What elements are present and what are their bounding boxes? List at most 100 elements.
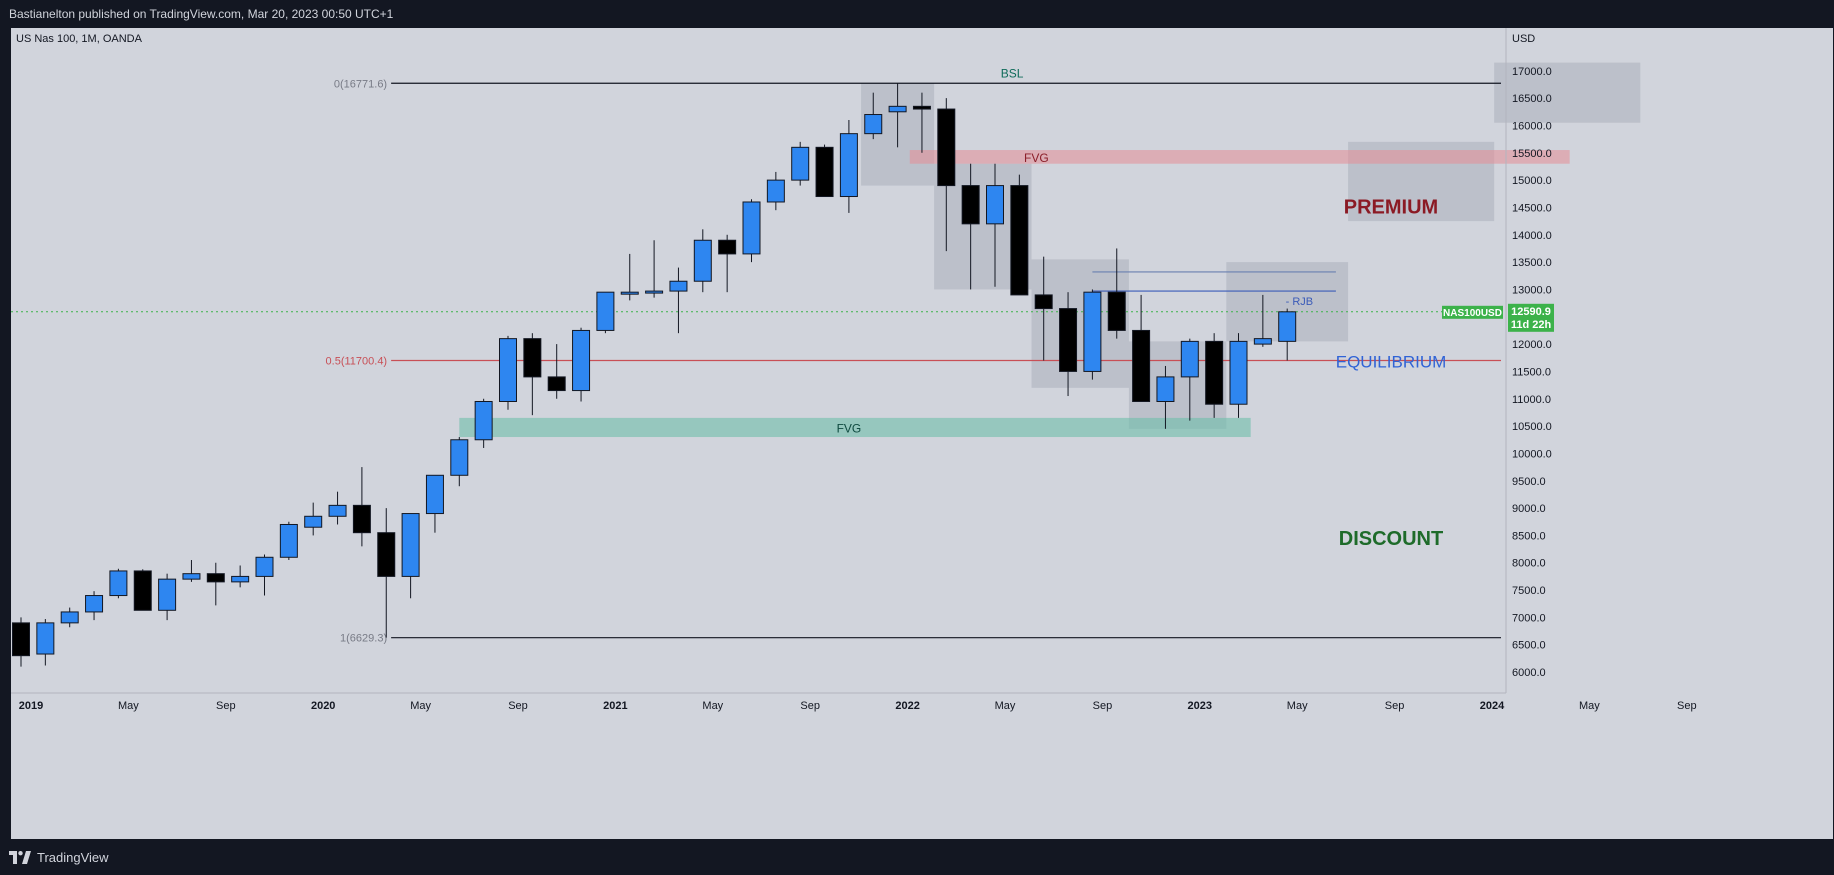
equilibrium-label: EQUILIBRIUM — [1336, 353, 1447, 372]
candle-body[interactable] — [1180, 340, 1199, 378]
premium-label: PREMIUM — [1344, 196, 1438, 218]
candle-body[interactable] — [986, 185, 1004, 225]
candle-body[interactable] — [1156, 376, 1175, 402]
candle-body[interactable] — [60, 611, 79, 624]
candle-body[interactable] — [620, 291, 639, 295]
time-tick-label: Sep — [1385, 700, 1405, 712]
candle-body[interactable] — [1083, 291, 1102, 372]
time-tick-label: Sep — [216, 700, 236, 712]
symbol-tag[interactable] — [1442, 305, 1503, 319]
candle-body[interactable] — [693, 239, 712, 282]
candle-body[interactable] — [1229, 340, 1248, 405]
time-tick-label: May — [1579, 700, 1600, 712]
candle-body[interactable] — [1107, 291, 1126, 331]
price-tick-label: 6500.0 — [1512, 640, 1546, 652]
time-tick-label: Sep — [1093, 700, 1113, 712]
price-tick-label: 16000.0 — [1512, 120, 1552, 132]
price-tick-label: 15500.0 — [1512, 148, 1552, 160]
currency-label: USD — [1512, 33, 1535, 45]
time-tick-label: Sep — [508, 700, 528, 712]
price-tick-label: 13000.0 — [1512, 284, 1552, 296]
price-tick-label: 7000.0 — [1512, 612, 1546, 624]
candle-body[interactable] — [425, 474, 444, 515]
candle-body[interactable] — [474, 400, 493, 441]
price-tick-label: 10000.0 — [1512, 448, 1552, 460]
fvg-zone-upper — [909, 150, 1570, 164]
time-tick-label: 2023 — [1188, 700, 1212, 712]
candle-body[interactable] — [133, 570, 152, 611]
candle-body[interactable] — [937, 108, 956, 187]
time-tick-label: Sep — [1677, 700, 1697, 712]
time-tick-label: May — [702, 700, 723, 712]
rjb-label: - RJB — [1286, 296, 1314, 308]
candle-body[interactable] — [36, 622, 55, 655]
candle-body[interactable] — [961, 185, 980, 225]
time-tick-label: May — [410, 700, 431, 712]
bsl-label: BSL — [1001, 66, 1024, 80]
candle-body[interactable] — [742, 201, 761, 255]
chart-area[interactable]: 0(16771.6) 0.5(11700.4) 1(6629.3) BSL FVG FVG… — [11, 28, 1833, 839]
bar-countdown: 11d 22h — [1511, 319, 1552, 331]
candle-body[interactable] — [645, 290, 664, 294]
candle-body[interactable] — [499, 338, 517, 402]
candle-body[interactable] — [206, 573, 225, 583]
candle-body[interactable] — [304, 515, 323, 528]
time-tick-label: 2021 — [603, 700, 627, 712]
candle-body[interactable] — [279, 523, 298, 558]
candle-body[interactable] — [912, 105, 931, 110]
candle-body[interactable] — [158, 578, 177, 611]
price-tick-label: 15000.0 — [1512, 175, 1552, 187]
fvg-label-upper: FVG — [1024, 151, 1049, 165]
candle-body[interactable] — [1205, 340, 1224, 405]
price-tick-label: 16500.0 — [1512, 93, 1552, 105]
candle-body[interactable] — [815, 146, 834, 198]
candle-body[interactable] — [1132, 329, 1151, 402]
candle-body[interactable] — [377, 532, 396, 577]
candle-body[interactable] — [1034, 294, 1053, 310]
time-tick-label: 2022 — [895, 700, 919, 712]
price-tick-label: 12000.0 — [1512, 339, 1552, 351]
candle-body[interactable] — [596, 291, 615, 331]
candle-body[interactable] — [401, 513, 420, 577]
fvg-label-lower: FVG — [837, 421, 862, 435]
price-tick-label: 17000.0 — [1512, 66, 1552, 78]
candle-body[interactable] — [547, 376, 566, 392]
last-price-tag[interactable] — [1508, 303, 1554, 332]
candle-body[interactable] — [523, 338, 542, 378]
candle-body[interactable] — [766, 179, 785, 203]
publisher-bar: Bastianelton published on TradingView.co… — [0, 0, 1834, 28]
fib-level-label: 1(6629.3) — [340, 633, 387, 645]
price-tick-label: 8000.0 — [1512, 558, 1546, 570]
candle-body[interactable] — [1059, 308, 1078, 372]
price-tick-label: 10500.0 — [1512, 421, 1552, 433]
candle-body[interactable] — [888, 105, 907, 113]
candle-body[interactable] — [1010, 185, 1029, 296]
candle-body[interactable] — [85, 595, 104, 613]
candle-body[interactable] — [1253, 338, 1272, 345]
candle-body[interactable] — [328, 504, 347, 517]
discount-label: DISCOUNT — [1339, 528, 1443, 550]
price-tick-label: 14000.0 — [1512, 230, 1552, 242]
candle-body[interactable] — [791, 146, 810, 181]
candle-body[interactable] — [864, 114, 883, 135]
tradingview-logo[interactable]: TradingView — [9, 850, 109, 865]
candle-body[interactable] — [572, 329, 591, 392]
candle-body[interactable] — [669, 280, 688, 292]
candle-body[interactable] — [231, 575, 250, 583]
candlestick-chart[interactable]: 0(16771.6) 0.5(11700.4) 1(6629.3) BSL FVG FVG… — [11, 28, 1833, 839]
tradingview-brand: TradingView — [37, 850, 109, 865]
candle-body[interactable] — [1278, 311, 1297, 342]
candle-body[interactable] — [109, 570, 128, 597]
candle-body[interactable] — [839, 133, 858, 198]
candle-body[interactable] — [255, 556, 274, 577]
candle-body[interactable] — [718, 239, 737, 255]
time-tick-label: 2019 — [19, 700, 43, 712]
candle-body[interactable] — [182, 573, 201, 580]
fib-level-label: 0.5(11700.4) — [326, 355, 388, 367]
price-tick-label: 13500.0 — [1512, 257, 1552, 269]
candle-body[interactable] — [12, 622, 30, 657]
symbol-label: US Nas 100, 1M, OANDA — [16, 33, 143, 45]
candle-body[interactable] — [352, 504, 371, 534]
price-tick-label: 6000.0 — [1512, 667, 1546, 679]
candle-body[interactable] — [450, 439, 469, 476]
